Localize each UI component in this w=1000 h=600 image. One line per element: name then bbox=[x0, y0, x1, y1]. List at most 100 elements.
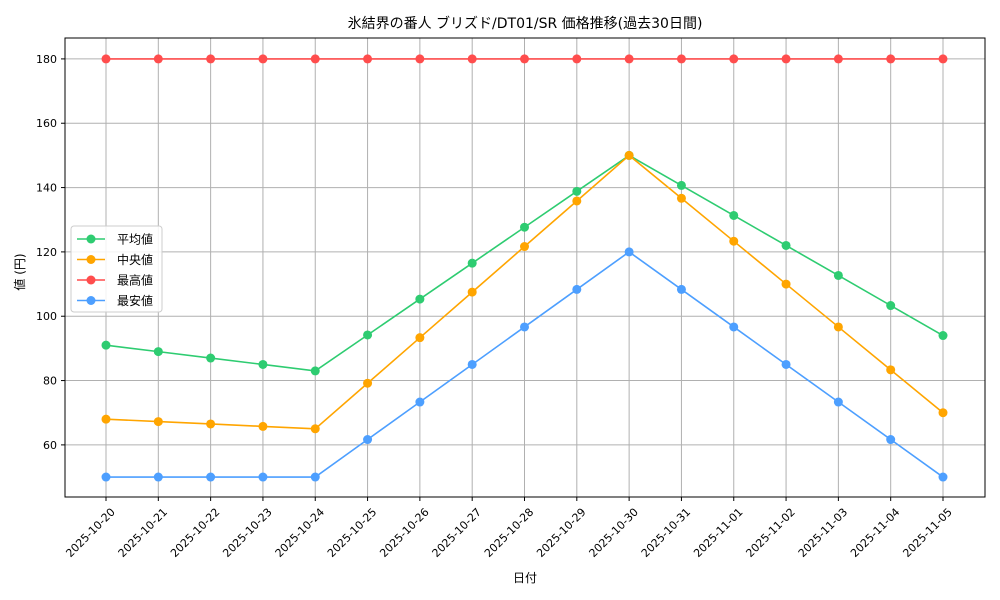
x-tick-label: 2025-11-03 bbox=[796, 506, 850, 560]
data-point bbox=[153, 417, 163, 427]
y-tick-label: 120 bbox=[36, 246, 57, 259]
legend-marker bbox=[86, 275, 96, 285]
x-tick-label: 2025-11-02 bbox=[743, 506, 797, 560]
data-point bbox=[310, 424, 320, 434]
data-point bbox=[101, 472, 111, 482]
data-point bbox=[153, 347, 163, 357]
data-point bbox=[520, 54, 529, 64]
data-point bbox=[520, 242, 529, 252]
data-point bbox=[781, 54, 791, 64]
x-tick-label: 2025-10-24 bbox=[273, 506, 327, 560]
x-tick-label: 2025-10-30 bbox=[587, 506, 641, 560]
x-tick-label: 2025-11-04 bbox=[848, 506, 902, 560]
data-point bbox=[363, 378, 373, 388]
data-point bbox=[781, 279, 791, 289]
data-point bbox=[206, 353, 216, 363]
x-tick-label: 2025-10-28 bbox=[482, 506, 536, 560]
legend-label: 平均値 bbox=[117, 232, 153, 247]
data-point bbox=[101, 54, 111, 64]
x-tick-label: 2025-10-20 bbox=[63, 506, 117, 560]
data-point bbox=[363, 54, 373, 64]
legend-label: 最安値 bbox=[117, 293, 153, 308]
data-point bbox=[258, 359, 268, 369]
data-point bbox=[781, 359, 791, 369]
data-point bbox=[676, 193, 686, 203]
data-point bbox=[886, 54, 896, 64]
data-point bbox=[415, 333, 425, 343]
data-point bbox=[101, 414, 111, 424]
data-point bbox=[624, 150, 634, 160]
data-point bbox=[729, 54, 739, 64]
data-point bbox=[467, 258, 477, 268]
data-point bbox=[310, 54, 320, 64]
data-point bbox=[729, 322, 739, 332]
data-point bbox=[258, 421, 268, 431]
data-point bbox=[363, 330, 373, 340]
data-point bbox=[833, 270, 843, 280]
data-point bbox=[624, 54, 634, 64]
data-point bbox=[310, 472, 320, 482]
data-point bbox=[833, 54, 843, 64]
x-tick-label: 2025-10-25 bbox=[325, 506, 379, 560]
series-平均値 bbox=[101, 150, 948, 376]
data-point bbox=[572, 196, 582, 206]
x-tick-label: 2025-11-05 bbox=[900, 506, 954, 560]
data-point bbox=[729, 210, 739, 220]
data-point bbox=[520, 322, 529, 332]
x-axis: 2025-10-202025-10-212025-10-222025-10-23… bbox=[63, 497, 955, 560]
data-point bbox=[572, 54, 582, 64]
legend-frame bbox=[70, 225, 163, 313]
data-point bbox=[886, 435, 896, 445]
data-point bbox=[572, 284, 582, 294]
chart-title: 氷結界の番人 ブリズド/DT01/SR 価格推移(過去30日間) bbox=[348, 15, 703, 32]
data-point bbox=[415, 397, 425, 407]
data-point bbox=[363, 435, 373, 445]
x-axis-label: 日付 bbox=[513, 571, 537, 585]
x-tick-label: 2025-10-27 bbox=[430, 506, 484, 560]
legend-marker bbox=[86, 255, 96, 264]
data-point bbox=[258, 54, 268, 64]
data-point bbox=[938, 408, 948, 418]
data-point bbox=[676, 54, 686, 64]
x-tick-label: 2025-10-21 bbox=[116, 506, 170, 560]
data-point bbox=[676, 284, 686, 294]
x-tick-label: 2025-10-23 bbox=[220, 506, 274, 560]
data-point bbox=[624, 247, 634, 257]
data-point bbox=[206, 54, 216, 64]
data-point bbox=[310, 366, 320, 376]
data-point bbox=[938, 54, 948, 64]
data-point bbox=[206, 472, 216, 482]
y-tick-label: 140 bbox=[36, 182, 57, 195]
x-tick-label: 2025-10-22 bbox=[168, 506, 222, 560]
y-axis-label: 値 (円) bbox=[12, 253, 27, 290]
y-tick-label: 160 bbox=[36, 117, 57, 130]
data-point bbox=[938, 331, 948, 341]
data-point bbox=[938, 472, 948, 482]
data-point bbox=[467, 287, 477, 297]
data-point bbox=[467, 359, 477, 369]
x-tick-label: 2025-10-26 bbox=[377, 506, 431, 560]
data-point bbox=[833, 397, 843, 407]
y-tick-label: 100 bbox=[36, 310, 57, 323]
x-tick-label: 2025-10-29 bbox=[534, 506, 588, 560]
data-point bbox=[729, 236, 739, 246]
data-point bbox=[676, 180, 686, 190]
series-中央値 bbox=[101, 150, 948, 434]
data-point bbox=[886, 301, 896, 311]
series-最高値 bbox=[101, 54, 948, 64]
data-point bbox=[833, 322, 843, 332]
y-axis: 60 80 100 120 140 160 180 bbox=[36, 53, 65, 452]
data-point bbox=[206, 419, 216, 429]
x-tick-label: 2025-11-01 bbox=[691, 506, 745, 560]
data-point bbox=[415, 294, 425, 304]
y-tick-label: 80 bbox=[43, 375, 57, 388]
data-point bbox=[153, 54, 163, 64]
legend-label: 中央値 bbox=[117, 252, 153, 267]
data-point bbox=[258, 472, 268, 482]
data-point bbox=[153, 472, 163, 482]
y-tick-label: 60 bbox=[43, 439, 57, 452]
data-point bbox=[781, 240, 791, 250]
legend-marker bbox=[86, 296, 96, 305]
